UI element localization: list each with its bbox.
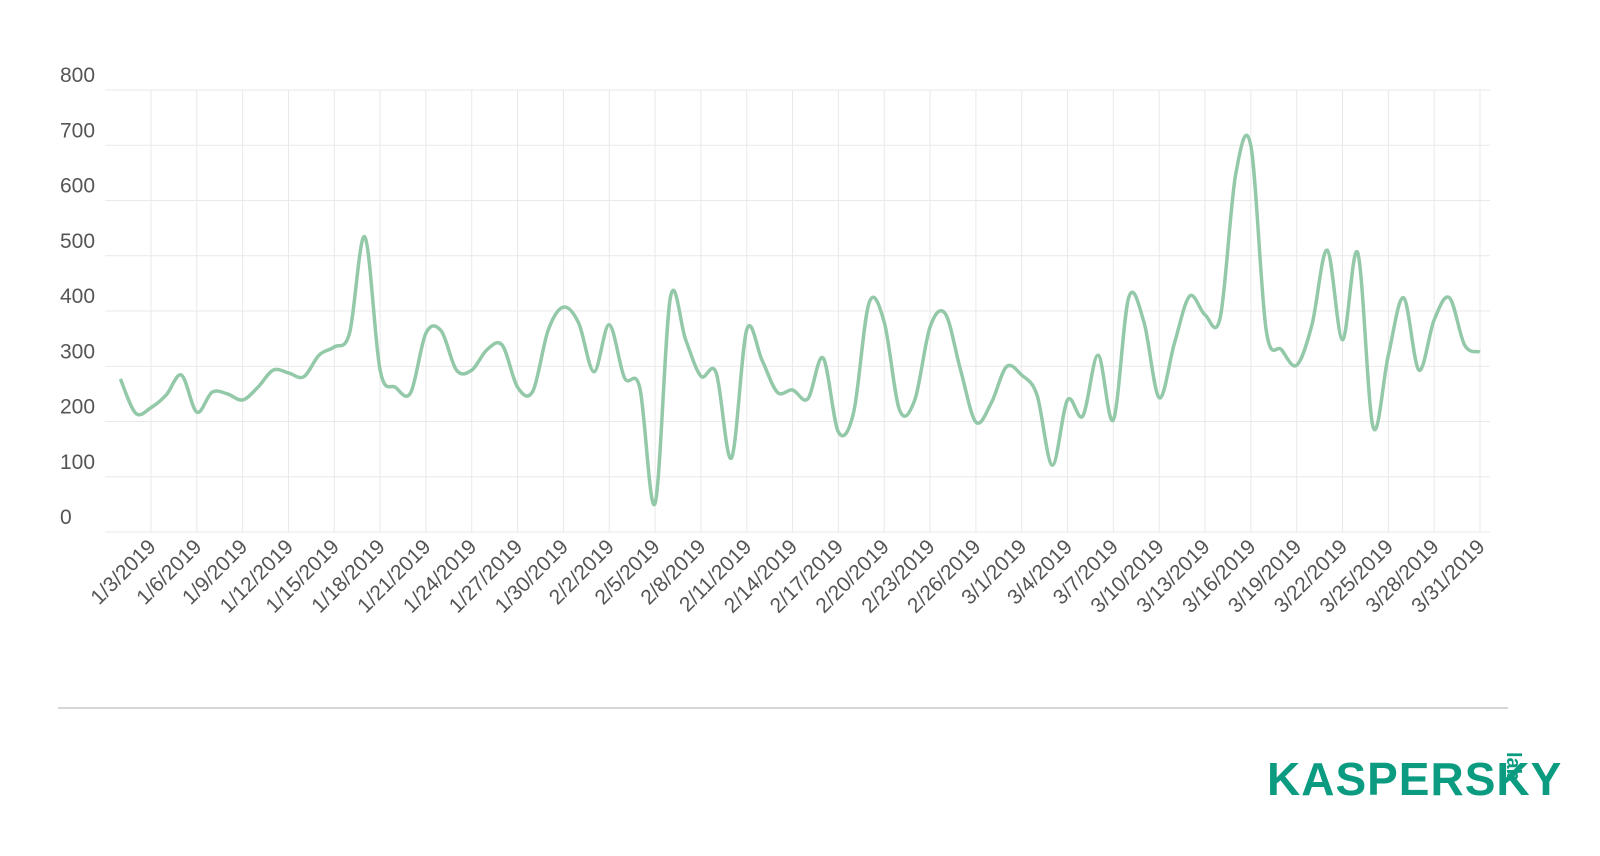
y-tick-label: 300 bbox=[60, 340, 95, 363]
y-tick-label: 700 bbox=[60, 119, 95, 142]
y-tick-label: 800 bbox=[60, 64, 95, 87]
logo-text: KASPERSKY bbox=[1267, 753, 1562, 805]
y-tick-label: 500 bbox=[60, 230, 95, 253]
logo-sub: lab bbox=[1502, 752, 1524, 781]
y-tick-label: 200 bbox=[60, 396, 95, 419]
y-tick-label: 600 bbox=[60, 175, 95, 198]
y-tick-label: 0 bbox=[60, 506, 72, 529]
y-tick-label: 400 bbox=[60, 285, 95, 308]
y-tick-label: 100 bbox=[60, 451, 95, 474]
line bbox=[118, 133, 1481, 507]
